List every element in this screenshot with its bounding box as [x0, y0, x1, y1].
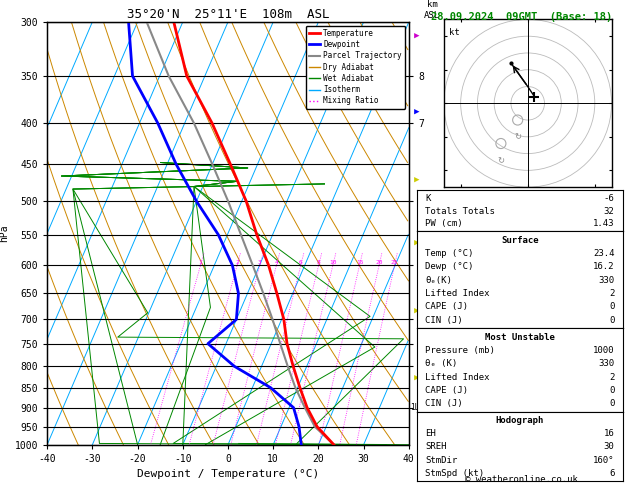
Text: PW (cm): PW (cm) — [425, 219, 463, 228]
Text: 16.2: 16.2 — [593, 262, 615, 272]
Text: ▲: ▲ — [413, 108, 418, 113]
Text: 6: 6 — [299, 260, 303, 265]
Text: 25: 25 — [391, 260, 398, 265]
Text: ▲: ▲ — [413, 307, 418, 312]
Text: θₑ (K): θₑ (K) — [425, 360, 457, 368]
Text: 28.09.2024  09GMT  (Base: 18): 28.09.2024 09GMT (Base: 18) — [431, 12, 612, 22]
Text: 23.4: 23.4 — [593, 249, 615, 258]
Text: © weatheronline.co.uk: © weatheronline.co.uk — [465, 474, 578, 484]
Legend: Temperature, Dewpoint, Parcel Trajectory, Dry Adiabat, Wet Adiabat, Isotherm, Mi: Temperature, Dewpoint, Parcel Trajectory… — [306, 26, 405, 108]
Text: 0: 0 — [609, 399, 615, 408]
Text: 2: 2 — [609, 289, 615, 298]
Text: Surface: Surface — [501, 236, 538, 245]
Text: K: K — [425, 194, 431, 203]
Text: 16: 16 — [604, 430, 615, 438]
Text: 0: 0 — [609, 302, 615, 312]
Text: 0: 0 — [609, 316, 615, 325]
Text: EH: EH — [425, 430, 436, 438]
Text: km
ASL: km ASL — [425, 0, 440, 20]
Text: ▲: ▲ — [413, 374, 418, 380]
Text: StmDir: StmDir — [425, 455, 457, 465]
Text: Totals Totals: Totals Totals — [425, 207, 495, 216]
Text: ▲: ▲ — [413, 32, 418, 37]
Text: StmSpd (kt): StmSpd (kt) — [425, 469, 484, 478]
Text: $\circlearrowright$: $\circlearrowright$ — [496, 155, 506, 165]
Text: Most Unstable: Most Unstable — [485, 333, 555, 342]
Text: 1: 1 — [199, 260, 203, 265]
Text: $\circlearrowright$: $\circlearrowright$ — [513, 132, 523, 141]
Text: ▲: ▲ — [413, 239, 418, 244]
Text: Lifted Index: Lifted Index — [425, 289, 490, 298]
Text: 32: 32 — [604, 207, 615, 216]
Text: Hodograph: Hodograph — [496, 417, 544, 425]
Text: Dewp (°C): Dewp (°C) — [425, 262, 474, 272]
Text: Temp (°C): Temp (°C) — [425, 249, 474, 258]
Y-axis label: hPa: hPa — [0, 225, 9, 242]
Text: 6: 6 — [609, 469, 615, 478]
Text: 330: 330 — [598, 360, 615, 368]
Text: Lifted Index: Lifted Index — [425, 373, 490, 382]
Text: θₑ(K): θₑ(K) — [425, 276, 452, 285]
Text: 2: 2 — [609, 373, 615, 382]
Text: 2: 2 — [235, 260, 239, 265]
Text: kt: kt — [449, 28, 460, 37]
Text: 1.43: 1.43 — [593, 219, 615, 228]
Text: CAPE (J): CAPE (J) — [425, 386, 468, 395]
Text: 8: 8 — [317, 260, 321, 265]
Text: ▲: ▲ — [413, 175, 418, 181]
Text: 1LCL: 1LCL — [410, 403, 429, 412]
Text: CIN (J): CIN (J) — [425, 399, 463, 408]
Title: 35°20'N  25°11'E  108m  ASL: 35°20'N 25°11'E 108m ASL — [127, 8, 329, 21]
Text: 0: 0 — [609, 386, 615, 395]
Text: SREH: SREH — [425, 442, 447, 451]
Text: 330: 330 — [598, 276, 615, 285]
Text: 4: 4 — [274, 260, 278, 265]
Text: CIN (J): CIN (J) — [425, 316, 463, 325]
Text: 10: 10 — [329, 260, 337, 265]
Text: 3: 3 — [258, 260, 262, 265]
Text: -6: -6 — [604, 194, 615, 203]
Text: 20: 20 — [376, 260, 383, 265]
Text: Pressure (mb): Pressure (mb) — [425, 346, 495, 355]
Text: 160°: 160° — [593, 455, 615, 465]
Text: 15: 15 — [356, 260, 364, 265]
Text: 30: 30 — [604, 442, 615, 451]
X-axis label: Dewpoint / Temperature (°C): Dewpoint / Temperature (°C) — [137, 469, 319, 479]
Text: CAPE (J): CAPE (J) — [425, 302, 468, 312]
Text: 1000: 1000 — [593, 346, 615, 355]
